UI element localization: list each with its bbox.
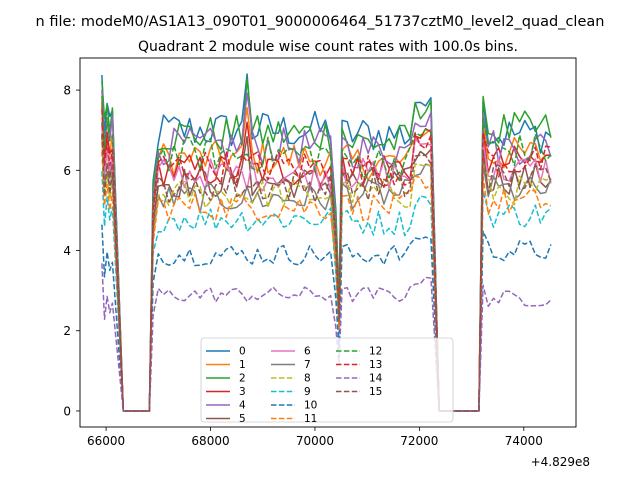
x-tick-label: 74000 xyxy=(505,434,543,448)
legend-label-15: 15 xyxy=(369,386,382,398)
legend-label-2: 2 xyxy=(239,373,246,385)
y-tick-label: 6 xyxy=(63,164,71,178)
legend-label-5: 5 xyxy=(239,413,246,425)
series-line-8 xyxy=(101,140,552,412)
legend-label-6: 6 xyxy=(304,346,311,358)
series-layer xyxy=(101,73,552,412)
legend-frame xyxy=(200,337,454,423)
series-line-14 xyxy=(101,263,552,412)
x-tick-label: 72000 xyxy=(400,434,438,448)
y-tick-label: 4 xyxy=(63,244,71,258)
x-tick-label: 68000 xyxy=(191,434,229,448)
y-tick-label: 8 xyxy=(63,84,71,98)
series-line-9 xyxy=(101,171,552,412)
legend-label-1: 1 xyxy=(239,359,246,371)
x-tick-label: 66000 xyxy=(87,434,125,448)
legend-label-0: 0 xyxy=(239,346,246,358)
legend-label-11: 11 xyxy=(304,413,317,425)
series-line-7 xyxy=(101,135,552,412)
y-tick-label: 0 xyxy=(63,404,71,418)
legend-label-14: 14 xyxy=(369,373,383,385)
series-line-2 xyxy=(101,78,552,412)
y-axis: 0 2 4 6 8 xyxy=(63,84,80,418)
legend-label-4: 4 xyxy=(239,400,246,412)
series-line-12 xyxy=(101,95,552,412)
x-offset-label: +4.829e8 xyxy=(531,455,590,469)
legend-label-10: 10 xyxy=(304,400,317,412)
series-line-1 xyxy=(101,105,551,412)
figure-suptitle: n file: modeM0/AS1A13_090T01_9000006464_… xyxy=(36,14,605,30)
y-tick-label: 2 xyxy=(63,324,71,338)
plot-frame xyxy=(79,57,577,428)
legend-label-3: 3 xyxy=(239,386,246,398)
series-line-15 xyxy=(101,133,552,412)
legend-label-13: 13 xyxy=(369,359,382,371)
series-line-11 xyxy=(101,151,552,412)
x-tick-label: 70000 xyxy=(296,434,334,448)
chart-title: Quadrant 2 module wise count rates with … xyxy=(138,39,518,55)
series-line-10 xyxy=(101,224,552,412)
series-line-13 xyxy=(101,109,552,412)
series-line-6 xyxy=(101,126,552,412)
x-axis: 66000 68000 70000 72000 74000 xyxy=(87,427,543,448)
legend-label-7: 7 xyxy=(304,359,311,371)
legend-label-9: 9 xyxy=(304,386,311,398)
legend-label-12: 12 xyxy=(369,346,382,358)
legend-label-8: 8 xyxy=(304,373,311,385)
